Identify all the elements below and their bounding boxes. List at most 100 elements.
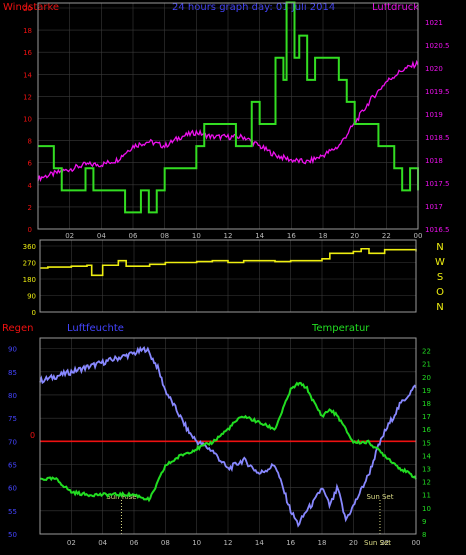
panel2-left-ticks: 0 90 180 270 360 xyxy=(23,243,36,317)
temperature-tick-label: 9 xyxy=(422,518,426,526)
humidity-tick-label: 65 xyxy=(8,461,17,469)
x-tick-label: 12 xyxy=(224,539,233,547)
humidity-tick-label: 50 xyxy=(8,531,17,539)
pressure-tick-label: 1020 xyxy=(425,65,443,73)
wind-axis-title: Windstärke xyxy=(3,2,59,13)
x-tick-label: 20 xyxy=(349,539,358,547)
wind-tick-label: 14 xyxy=(23,71,32,79)
panel1-right-ticks: 1016.5 1017 1017.5 1018 1018.5 1019 1019.5 1020… xyxy=(425,19,450,234)
panel3-frame xyxy=(39,337,417,535)
temperature-tick-label: 12 xyxy=(422,479,431,487)
panel1-left-ticks: 0 2 4 6 8 10 12 14 16 18 20 xyxy=(23,5,32,234)
temperature-tick-label: 19 xyxy=(422,387,431,395)
x-tick-label: 22 xyxy=(380,539,389,547)
direction-tick-label: 0 xyxy=(32,309,36,317)
compass-label: N xyxy=(436,242,443,253)
direction-tick-label: 360 xyxy=(23,243,36,251)
wind-tick-label: 6 xyxy=(28,160,33,168)
x-tick-label: 08 xyxy=(161,539,170,547)
panel1-grid xyxy=(38,3,419,230)
humidity-tick-label: 75 xyxy=(8,415,17,423)
humidity-label: Luftfeuchte xyxy=(67,323,124,334)
temperature-tick-label: 11 xyxy=(422,492,431,500)
chart-title: 24 hours graph day: 01 Juli 2014 xyxy=(172,2,335,13)
compass-label: W xyxy=(435,257,445,268)
x-tick-label: 14 xyxy=(255,232,264,240)
temperature-tick-label: 22 xyxy=(422,348,431,356)
temperature-tick-label: 17 xyxy=(422,413,431,421)
humidity-tick-label: 55 xyxy=(8,508,17,516)
temperature-tick-label: 21 xyxy=(422,361,431,369)
x-tick-label: 00 xyxy=(414,232,423,240)
temperature-tick-label: 18 xyxy=(422,400,431,408)
x-tick-label: 00 xyxy=(412,539,421,547)
direction-tick-label: 180 xyxy=(23,276,36,284)
panel1-frame xyxy=(37,2,419,230)
x-tick-label: 14 xyxy=(255,539,264,547)
wind-tick-label: 12 xyxy=(23,93,32,101)
temperature-tick-label: 15 xyxy=(422,439,431,447)
temperature-tick-label: 13 xyxy=(422,465,431,473)
wind-tick-label: 18 xyxy=(23,27,32,35)
x-tick-label: 10 xyxy=(192,539,201,547)
x-tick-label: 06 xyxy=(129,232,138,240)
humidity-tick-label: 70 xyxy=(8,438,17,446)
panel3-left-ticks: 50 55 60 65 70 75 80 85 90 xyxy=(8,346,17,539)
pressure-tick-label: 1020.5 xyxy=(425,42,450,50)
direction-tick-label: 90 xyxy=(27,293,36,301)
pressure-tick-label: 1019.5 xyxy=(425,88,450,96)
x-tick-label: 16 xyxy=(286,539,295,547)
wind-tick-label: 2 xyxy=(28,204,32,212)
pressure-tick-label: 1021 xyxy=(425,19,443,27)
x-tick-label: 02 xyxy=(65,232,74,240)
x-tick-label: 04 xyxy=(98,539,107,547)
sun-marker-label: Sun Set xyxy=(366,493,393,501)
x-tick-label: 16 xyxy=(287,232,296,240)
compass-label: S xyxy=(437,272,443,283)
temperature-tick-label: 8 xyxy=(422,531,426,539)
rain-zero-label: 0 xyxy=(30,431,35,440)
temperature-tick-label: 16 xyxy=(422,426,431,434)
wind-tick-label: 16 xyxy=(23,49,32,57)
x-tick-label: 06 xyxy=(130,539,139,547)
compass-label: O xyxy=(436,287,444,298)
humidity-line xyxy=(39,345,417,528)
x-tick-label: 18 xyxy=(319,232,328,240)
panel2-frame xyxy=(39,239,417,313)
temperature-tick-label: 14 xyxy=(422,452,431,460)
bottom-sunset-label: Sun Set xyxy=(364,539,391,547)
panel-humidity-temperature: Regen Luftfeuchte Temperatur 50 55 60 65 70 7… xyxy=(2,323,431,547)
pressure-tick-label: 1017 xyxy=(425,203,443,211)
pressure-tick-label: 1018.5 xyxy=(425,134,450,142)
x-tick-label: 02 xyxy=(67,539,76,547)
pressure-tick-label: 1017.5 xyxy=(425,180,450,188)
humidity-tick-label: 80 xyxy=(8,392,17,400)
pressure-tick-label: 1016.5 xyxy=(425,226,450,234)
humidity-tick-label: 90 xyxy=(8,346,17,354)
wind-speed-line xyxy=(38,1,419,214)
temperature-label: Temperatur xyxy=(311,323,370,334)
panel3-x-ticks: 02 04 06 08 10 12 14 16 18 20 22 00 xyxy=(67,539,421,547)
direction-tick-label: 270 xyxy=(23,260,36,268)
x-tick-label: 08 xyxy=(160,232,169,240)
compass-label: N xyxy=(436,302,443,313)
wind-tick-label: 20 xyxy=(23,5,32,13)
pressure-tick-label: 1018 xyxy=(425,157,443,165)
x-tick-label: 18 xyxy=(318,539,327,547)
wind-tick-label: 0 xyxy=(28,226,32,234)
rain-label: Regen xyxy=(2,323,34,334)
wind-tick-label: 4 xyxy=(28,182,33,190)
x-tick-label: 12 xyxy=(224,232,233,240)
wind-tick-label: 8 xyxy=(28,138,32,146)
humidity-tick-label: 60 xyxy=(8,485,17,493)
x-tick-label: 10 xyxy=(192,232,201,240)
panel3-right-ticks: 8 9 10 11 12 13 14 15 16 17 18 19 20 21 22 xyxy=(422,348,431,539)
pressure-axis-title: Luftdruck xyxy=(372,2,419,13)
x-tick-label: 22 xyxy=(382,232,391,240)
wind-tick-label: 10 xyxy=(23,116,32,124)
panel1-x-ticks: 02 04 06 08 10 12 14 16 18 20 22 00 xyxy=(65,232,422,240)
